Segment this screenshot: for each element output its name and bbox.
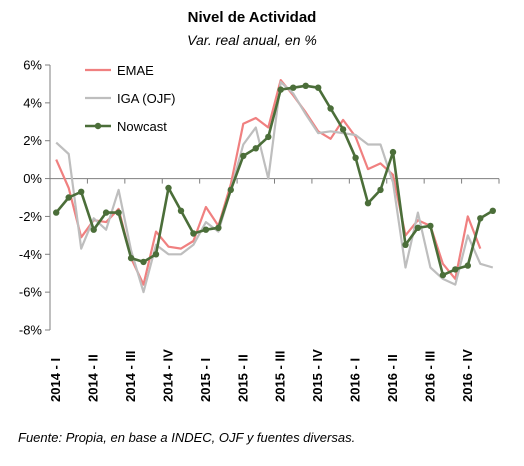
data-point-nowcast [152, 251, 160, 258]
data-point-nowcast [402, 241, 409, 248]
y-tick-label: 0% [23, 171, 42, 186]
data-point-nowcast [377, 186, 384, 194]
data-point-nowcast [302, 82, 309, 90]
data-point-nowcast [315, 84, 322, 91]
series-line-emae [55, 78, 482, 286]
y-tick-label: 2% [23, 133, 42, 148]
data-point-nowcast [477, 215, 484, 222]
x-tick-label: 2016 - I [348, 358, 363, 402]
data-point-nowcast [127, 254, 135, 262]
data-point-nowcast [202, 226, 210, 233]
y-tick-label: -8% [19, 323, 43, 338]
data-point-nowcast [327, 105, 334, 112]
data-point-nowcast [190, 230, 197, 237]
data-point-nowcast [165, 184, 172, 192]
data-point-nowcast [427, 222, 434, 230]
data-point-nowcast [240, 152, 247, 160]
x-tick-label: 2014 - IV [160, 349, 175, 402]
x-tick-label: 2016 - II [385, 354, 400, 402]
y-tick-label: 6% [23, 58, 42, 73]
data-point-nowcast [90, 226, 97, 233]
legend-marker [94, 122, 102, 130]
x-tick-label: 2015 - I [198, 358, 213, 402]
data-point-nowcast [364, 200, 372, 207]
x-tick-label: 2016 - III [422, 351, 437, 402]
legend-label: IGA (OJF) [117, 91, 176, 106]
data-point-nowcast [65, 194, 72, 201]
y-tick-label: -4% [19, 247, 43, 262]
data-point-nowcast [452, 266, 459, 273]
data-point-nowcast [464, 262, 471, 269]
chart-source-note: Fuente: Propia, en base a INDEC, OJF y f… [18, 430, 355, 445]
data-point-nowcast [115, 209, 122, 216]
data-point-nowcast [53, 209, 60, 216]
data-point-nowcast [339, 126, 347, 133]
legend-label: Nowcast [117, 119, 167, 134]
chart-subtitle: Var. real anual, en % [187, 32, 317, 48]
data-point-nowcast [252, 145, 259, 152]
x-tick-label: 2015 - III [273, 351, 288, 402]
data-point-nowcast [352, 154, 359, 161]
data-point-nowcast [140, 258, 147, 266]
data-point-nowcast [177, 207, 185, 214]
data-point-nowcast [78, 188, 85, 195]
x-tick-label: 2014 - II [86, 354, 101, 402]
x-tick-label: 2016 - IV [460, 349, 475, 402]
series-line-iga-ojf [55, 80, 494, 294]
y-tick-label: 4% [23, 95, 42, 110]
y-tick-label: -6% [19, 285, 43, 300]
chart-title: Nivel de Actividad [188, 9, 317, 26]
x-tick-label: 2014 - I [48, 358, 63, 402]
data-point-nowcast [265, 133, 272, 141]
x-tick-label: 2015 - IV [310, 349, 325, 402]
data-point-nowcast [414, 224, 422, 231]
data-point-nowcast [489, 207, 496, 214]
data-point-nowcast [439, 271, 447, 279]
y-tick-label: -2% [19, 209, 43, 224]
data-point-nowcast [215, 224, 222, 231]
data-point-nowcast [227, 186, 234, 194]
x-tick-label: 2015 - II [235, 354, 250, 402]
data-point-nowcast [277, 86, 284, 93]
legend-label: EMAE [117, 63, 154, 78]
data-point-nowcast [102, 209, 110, 216]
x-tick-label: 2014 - III [123, 351, 138, 402]
data-point-nowcast [290, 84, 297, 91]
data-point-nowcast [389, 148, 397, 156]
